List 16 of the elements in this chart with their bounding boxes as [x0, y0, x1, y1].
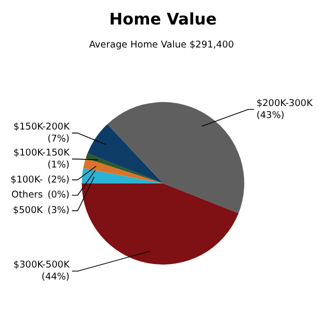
slice-label: $200K-300K	[256, 98, 314, 109]
slice-label: $100K-	[10, 174, 43, 186]
data-label: (3%)	[47, 205, 70, 216]
data-label: (1%)	[47, 160, 70, 171]
chart-title: Home Value	[109, 10, 217, 29]
data-label: (43%)	[256, 110, 284, 121]
slice-label: $150K-200K	[13, 121, 70, 132]
slice-label: $500K	[12, 205, 44, 216]
category-label: Others	[11, 190, 43, 201]
data-label: (44%)	[42, 272, 70, 283]
data-label: (2%)	[47, 174, 70, 186]
text: (0%)	[47, 190, 70, 201]
chart-subtitle: Average Home Value $291,400	[89, 40, 234, 51]
slice-label: $100K-150K	[13, 147, 70, 158]
data-label: (7%)	[47, 134, 70, 145]
slice-label: $300K-500K	[13, 260, 70, 271]
